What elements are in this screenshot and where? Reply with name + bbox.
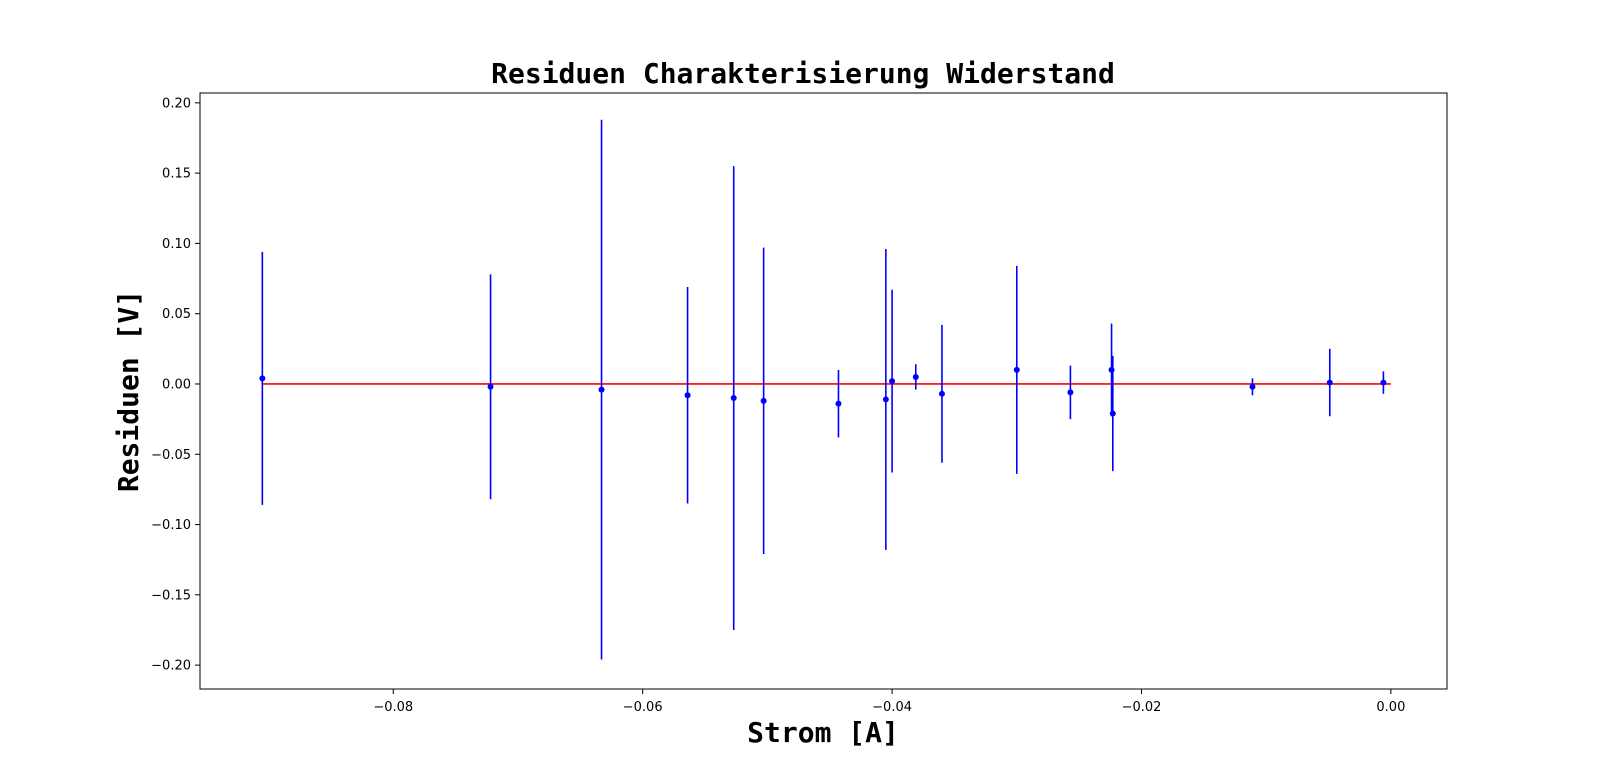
data-point (1249, 383, 1256, 390)
data-point (938, 390, 945, 397)
x-tick-label: −0.08 (373, 700, 413, 715)
data-point (882, 396, 889, 403)
x-tick-label: 0.00 (1376, 700, 1405, 715)
data-point (760, 397, 767, 404)
plot-area (259, 119, 1391, 660)
data-point (1108, 366, 1115, 373)
y-tick-label: 0.05 (162, 307, 191, 322)
data-point (1380, 379, 1387, 386)
y-tick-label: 0.10 (162, 237, 191, 252)
data-point (1067, 389, 1074, 396)
data-point (1013, 366, 1020, 373)
data-point (912, 373, 919, 380)
y-tick-label: −0.15 (151, 588, 191, 603)
data-point (1326, 379, 1333, 386)
data-point (684, 392, 691, 399)
x-tick-label: −0.04 (872, 700, 912, 715)
y-tick-label: 0.20 (162, 96, 191, 111)
x-tick-label: −0.06 (623, 700, 663, 715)
plot-frame (199, 92, 1448, 690)
data-point (730, 395, 737, 402)
data-point (835, 400, 842, 407)
y-axis: −0.20 −0.15 −0.10 −0.05 0.00 0.05 0.10 0.15 0.20 (151, 96, 200, 674)
y-tick-label: −0.10 (151, 518, 191, 533)
x-axis: −0.08 −0.06 −0.04 −0.02 0.00 (373, 689, 1405, 715)
data-point (889, 378, 896, 385)
y-tick-label: 0.15 (162, 167, 191, 182)
y-tick-label: −0.05 (151, 448, 191, 463)
chart-title: Residuen Charakterisierung Widerstand (491, 57, 1115, 90)
x-tick-label: −0.02 (1122, 700, 1162, 715)
x-axis-label: Strom [A] (747, 716, 899, 749)
data-point (598, 386, 605, 393)
y-tick-label: −0.20 (151, 659, 191, 674)
y-tick-label: 0.00 (162, 377, 191, 392)
data-point (487, 383, 494, 390)
y-axis-label: Residuen [V] (112, 290, 145, 492)
data-point (259, 375, 266, 382)
data-point (1109, 410, 1116, 417)
